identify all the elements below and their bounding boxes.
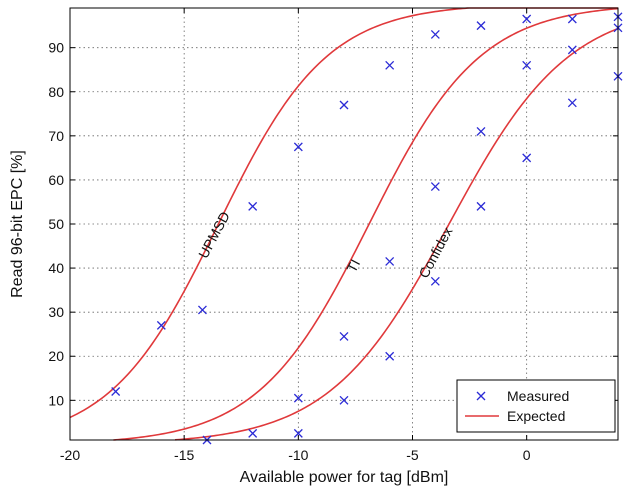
marker-stroke: [430, 182, 440, 191]
axis-ticks: -20 -15 -10 -5 0 10 20 30 40 50 60 70 80 90: [48, 8, 618, 463]
measured-point-ti: [248, 428, 258, 438]
marker-stroke: [385, 351, 395, 361]
grid: [69, 8, 618, 440]
marker-stroke: [522, 14, 532, 24]
marker-stroke: [339, 331, 349, 341]
measured-point-confidex: [476, 201, 486, 211]
marker-stroke: [476, 201, 486, 211]
measured-point-confidex: [339, 395, 349, 405]
measured-point-confidex: [522, 153, 532, 163]
y-tick-label: 90: [48, 40, 64, 56]
marker-stroke: [156, 320, 166, 330]
y-tick-label: 10: [48, 392, 64, 408]
y-tick-label: 40: [48, 260, 64, 276]
measured-point-upmsd: [248, 201, 258, 211]
marker-stroke: [293, 393, 303, 403]
marker-stroke: [111, 387, 121, 396]
legend: Measured Expected: [456, 379, 616, 433]
legend-box: [456, 379, 616, 433]
measured-point-ti: [385, 257, 395, 266]
measured-point-ti: [293, 393, 303, 403]
marker-stroke: [522, 153, 532, 163]
marker-stroke: [567, 14, 577, 24]
measured-point-confidex: [293, 428, 303, 438]
x-tick-label: -15: [174, 447, 194, 463]
marker-stroke: [197, 305, 207, 315]
x-axis-label: Available power for tag [dBm]: [240, 469, 449, 486]
measured-point-ti: [476, 126, 486, 136]
measured-point-ti: [339, 331, 349, 341]
y-tick-label: 60: [48, 172, 64, 188]
measured-point-ti: [522, 60, 532, 70]
x-tick-label: -5: [406, 447, 419, 463]
marker-stroke: [385, 60, 395, 70]
marker-stroke: [385, 257, 395, 266]
x-tick-label: 0: [523, 447, 531, 463]
y-tick-label: 20: [48, 348, 64, 364]
measured-point-upmsd: [430, 29, 440, 39]
expected-curve-confidex: [174, 27, 619, 441]
marker-stroke: [476, 391, 486, 401]
marker-stroke: [430, 276, 440, 286]
y-axis-label: Read 96-bit EPC [%]: [9, 150, 26, 298]
measured-point-upmsd: [339, 100, 349, 110]
marker-stroke: [339, 395, 349, 405]
measured-point-upmsd: [522, 14, 532, 24]
measured-point-confidex: [567, 98, 577, 108]
marker-stroke: [522, 60, 532, 70]
marker-stroke: [339, 100, 349, 110]
measured-point-upmsd: [156, 320, 166, 330]
marker-stroke: [567, 45, 577, 55]
measured-point-upmsd: [197, 305, 207, 315]
legend-measured-label: Measured: [507, 388, 569, 404]
marker-stroke: [430, 29, 440, 39]
marker-stroke: [293, 428, 303, 438]
x-tick-label: -10: [288, 447, 308, 463]
marker-stroke: [567, 98, 577, 108]
measured-point-upmsd: [567, 14, 577, 24]
y-tick-label: 80: [48, 84, 64, 100]
measured-point-upmsd: [385, 60, 395, 70]
measured-point-ti: [430, 182, 440, 191]
x-tick-label: -20: [60, 447, 80, 463]
y-tick-label: 50: [48, 216, 64, 232]
measured-points: [111, 12, 623, 445]
y-tick-label: 70: [48, 128, 64, 144]
y-tick-label: 30: [48, 304, 64, 320]
legend-measured-marker: [476, 391, 486, 401]
measured-point-ti: [567, 45, 577, 55]
marker-stroke: [248, 201, 258, 211]
marker-stroke: [476, 126, 486, 136]
measured-point-upmsd: [476, 21, 486, 31]
marker-stroke: [248, 428, 258, 438]
measured-point-confidex: [385, 351, 395, 361]
marker-stroke: [293, 142, 303, 152]
marker-stroke: [476, 21, 486, 31]
expected-curve-ti: [113, 7, 619, 441]
measured-point-confidex: [430, 276, 440, 286]
measured-point-upmsd: [293, 142, 303, 152]
measured-point-upmsd: [111, 387, 121, 396]
legend-expected-label: Expected: [507, 408, 565, 424]
